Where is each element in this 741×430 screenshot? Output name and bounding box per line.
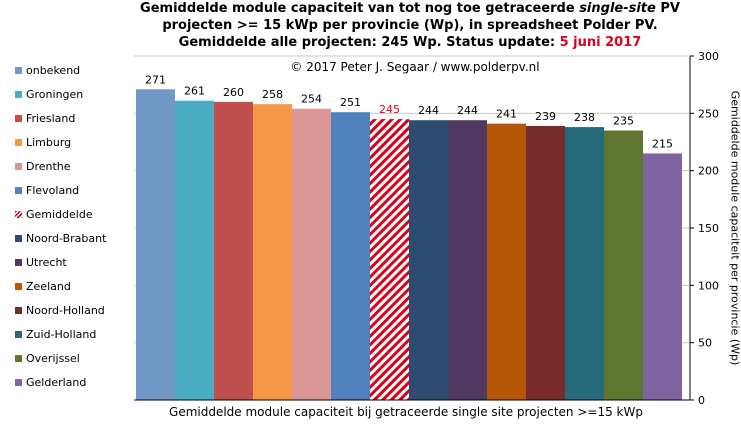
bar-noord-brabant [409, 120, 448, 401]
data-label: 244 [457, 104, 478, 117]
bar-zeeland [487, 123, 526, 401]
data-label: 254 [301, 93, 322, 106]
legend-item-zuid-holland: Zuid-Holland [8, 326, 96, 342]
legend-item-overijssel: Overijssel [8, 350, 80, 366]
bar-noord-holland [526, 125, 565, 401]
data-label: 241 [496, 108, 517, 121]
copyright-note: © 2017 Peter J. Segaar / www.polderpv.nl [290, 60, 540, 74]
legend-swatch [15, 306, 22, 314]
legend-item-drenthe: Drenthe [8, 158, 71, 174]
y-tick-label: 0 [698, 394, 705, 407]
legend-label: Gemiddelde [26, 207, 93, 221]
legend-swatch [15, 114, 22, 122]
y-tick-label: 250 [698, 107, 719, 120]
data-label: 258 [262, 88, 283, 101]
legend-item-flevoland: Flevoland [8, 182, 79, 198]
legend-item-limburg: Limburg [8, 134, 71, 150]
legend-swatch [15, 330, 22, 338]
legend-label: Zuid-Holland [26, 327, 97, 341]
legend-label: Gelderland [26, 375, 87, 389]
legend-item-gemiddelde: Gemiddelde [8, 206, 93, 222]
chart-title: Gemiddelde module capaciteit van tot nog… [140, 1, 680, 50]
bar-groningen [175, 100, 214, 400]
data-label: 271 [145, 73, 166, 86]
bar-drenthe [292, 108, 331, 400]
legend-label: Limburg [26, 135, 72, 149]
legend-label: Noord-Brabant [26, 231, 107, 245]
bar-gemiddelde [370, 119, 409, 401]
status-date: 5 juni 2017 [559, 35, 642, 50]
legend-swatch [15, 210, 22, 218]
y-tick-label: 300 [698, 50, 719, 63]
legend-label: Friesland [26, 111, 76, 125]
bar-flevoland [331, 112, 370, 400]
legend-swatch [15, 90, 22, 98]
legend-swatch [15, 378, 22, 386]
bar-overijssel [604, 130, 643, 401]
data-label: 260 [223, 86, 244, 99]
data-label: 235 [613, 115, 634, 128]
legend-swatch [15, 186, 22, 194]
data-label: 244 [418, 104, 439, 117]
bar-friesland [214, 101, 253, 400]
legend-swatch [15, 354, 22, 362]
data-label: 239 [535, 110, 556, 123]
legend-label: Noord-Holland [26, 303, 105, 317]
legend-item-noord-brabant: Noord-Brabant [8, 230, 106, 246]
legend-swatch [15, 162, 22, 170]
legend-item-friesland: Friesland [8, 110, 75, 126]
legend-label: Zeeland [26, 279, 71, 293]
data-label: 251 [340, 96, 361, 109]
legend-swatch [15, 258, 22, 266]
legend-swatch [15, 282, 22, 290]
legend-item-gelderland: Gelderland [8, 374, 86, 390]
bar-onbekend [136, 89, 175, 401]
data-label: 238 [574, 111, 595, 124]
bar-gelderland [643, 153, 682, 400]
legend-label: Utrecht [26, 255, 67, 269]
legend-item-zeeland: Zeeland [8, 278, 71, 294]
legend-item-onbekend: onbekend [8, 62, 80, 78]
bar-limburg [253, 104, 292, 400]
legend-label: Overijssel [26, 351, 80, 365]
legend-swatch [15, 234, 22, 242]
y-tick-label: 100 [698, 279, 719, 292]
data-labels: 271 261 260 258 254 251 245 244 244 241 239 238 235 2… [145, 73, 673, 150]
legend-swatch [15, 66, 22, 74]
legend-label: Flevoland [26, 183, 80, 197]
y-axis-label: Gemiddelde module capaciteit per provinc… [728, 90, 741, 366]
bar-utrecht [448, 120, 487, 401]
data-label: 245 [379, 103, 400, 116]
data-label: 215 [652, 137, 673, 150]
y-axis: 0 50 100 150 200 250 300 [134, 50, 719, 407]
y-tick-label: 200 [698, 165, 719, 178]
legend-swatch [15, 138, 22, 146]
legend-label: Drenthe [26, 159, 71, 173]
x-axis-label: Gemiddelde module capaciteit bij getrace… [169, 405, 643, 419]
legend-item-groningen: Groningen [8, 86, 83, 102]
legend-item-noord-holland: Noord-Holland [8, 302, 105, 318]
data-label: 261 [184, 85, 205, 98]
y-tick-label: 150 [698, 222, 719, 235]
legend-label: onbekend [26, 63, 81, 77]
legend-label: Groningen [26, 87, 84, 101]
bars [136, 89, 682, 401]
y-tick-label: 50 [698, 337, 712, 350]
legend-item-utrecht: Utrecht [8, 254, 67, 270]
bar-zuid-holland [565, 127, 604, 401]
